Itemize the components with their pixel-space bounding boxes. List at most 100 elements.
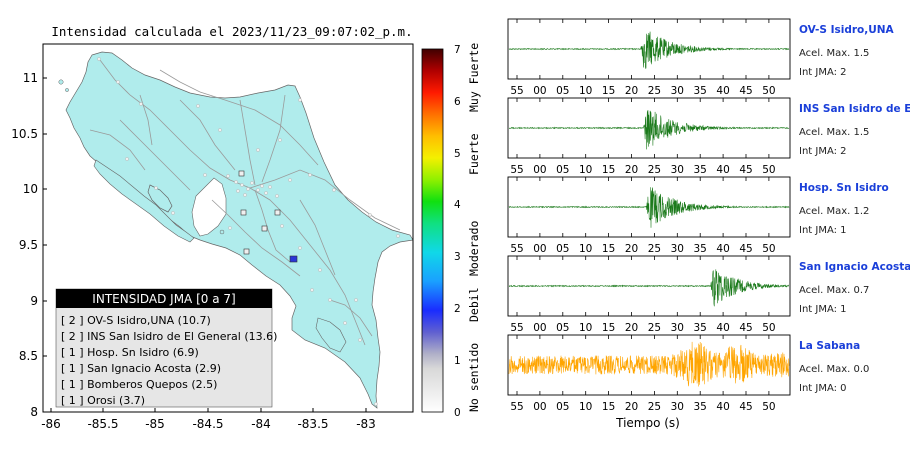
time-tick-label: 55 bbox=[510, 243, 523, 255]
seismogram-1: 55 00 05 10 15 20 25 30 35 40 45 50 INS San Isidro d… bbox=[507, 97, 910, 176]
colorbar-ticks: 0 1 2 3 4 5 6 7 bbox=[454, 44, 461, 419]
colorbar-gradient bbox=[421, 48, 444, 413]
time-tick-label: 35 bbox=[694, 85, 707, 97]
time-tick-label: 40 bbox=[716, 401, 729, 413]
time-tick-label: 20 bbox=[625, 322, 638, 334]
road-network bbox=[89, 59, 401, 346]
time-tick-label: 50 bbox=[762, 243, 775, 255]
marker-intensity-1[interactable] bbox=[243, 248, 250, 255]
time-tick-label: 40 bbox=[716, 85, 729, 97]
seismogram-0: 55 00 05 10 15 20 25 30 35 40 45 50 OV-S Isidro,UNA A… bbox=[507, 18, 895, 97]
station-peak-accel: Acel. Max. 1.2 bbox=[799, 206, 869, 217]
marker-intensity-1[interactable] bbox=[240, 209, 247, 216]
map-frame bbox=[42, 43, 414, 413]
colorbar-tick: 5 bbox=[454, 148, 461, 160]
svg-text:11: 11 bbox=[23, 71, 38, 85]
colorbar-tick: 0 bbox=[454, 407, 461, 419]
time-tick-label: 40 bbox=[716, 322, 729, 334]
station-name: OV-S Isidro,UNA bbox=[799, 24, 895, 36]
svg-text:-84.5: -84.5 bbox=[192, 417, 223, 431]
intensity-colorbar: 0 1 2 3 4 5 6 7 No sentido Debil Moderad… bbox=[421, 43, 481, 419]
category-no-sentido: No sentido bbox=[467, 343, 481, 412]
marker-intensity-1[interactable] bbox=[261, 225, 268, 232]
lat-tick: 11 bbox=[23, 71, 47, 85]
time-tick-label: 55 bbox=[510, 85, 523, 97]
seismogram-2: 55 00 05 10 15 20 25 30 35 40 45 50 Hosp. Sn Isidro A… bbox=[507, 176, 889, 255]
lon-tick: -86 bbox=[41, 408, 61, 431]
lat-tick: 9 bbox=[30, 294, 47, 308]
map-panel: 8 8.5 9 9.5 10 10.5 11 -86 -85.5 -85 -84… bbox=[11, 43, 414, 431]
lat-tick: 9.5 bbox=[19, 238, 47, 252]
time-tick-label: 00 bbox=[533, 164, 546, 176]
station-peak-accel: Acel. Max. 1.5 bbox=[799, 48, 869, 59]
station-name: Hosp. Sn Isidro bbox=[799, 182, 889, 194]
svg-text:9.5: 9.5 bbox=[19, 238, 38, 252]
colorbar-tick: 4 bbox=[454, 199, 461, 211]
time-tick-label: 35 bbox=[694, 164, 707, 176]
svg-text:-85: -85 bbox=[145, 417, 165, 431]
station-jma: Int JMA: 1 bbox=[799, 225, 847, 236]
colorbar-tick: 1 bbox=[454, 355, 461, 367]
time-tick-label: 00 bbox=[533, 322, 546, 334]
colorbar-tick: 2 bbox=[454, 303, 461, 315]
time-tick-label: 45 bbox=[739, 322, 752, 334]
time-tick-label: 30 bbox=[671, 243, 684, 255]
waveform-trace bbox=[509, 109, 790, 150]
time-tick-label: 40 bbox=[716, 164, 729, 176]
svg-text:-86: -86 bbox=[41, 417, 61, 431]
time-tick-label: 50 bbox=[762, 401, 775, 413]
legend-title-bar bbox=[56, 289, 272, 308]
time-tick-label: 45 bbox=[739, 243, 752, 255]
lon-tick: -84 bbox=[251, 408, 271, 431]
time-tick-label: 25 bbox=[648, 164, 661, 176]
legend-entry: [ 2 ] INS San Isidro de El General (13.6… bbox=[61, 330, 277, 343]
time-tick-label: 30 bbox=[671, 164, 684, 176]
legend-entry: [ 1 ] Hosp. Sn Isidro (6.9) bbox=[61, 346, 199, 359]
time-axis-label: Tiempo (s) bbox=[615, 416, 680, 430]
lat-tick: 10.5 bbox=[11, 127, 47, 141]
time-tick-label: 00 bbox=[533, 85, 546, 97]
station-jma: Int JMA: 1 bbox=[799, 304, 847, 315]
osa-peninsula bbox=[315, 317, 347, 353]
waveform-trace bbox=[508, 341, 790, 387]
marker-intensity-2[interactable] bbox=[289, 255, 298, 263]
time-tick-label: 10 bbox=[579, 164, 592, 176]
svg-text:8: 8 bbox=[30, 405, 38, 419]
waveform-trace bbox=[509, 269, 789, 307]
station-name: San Ignacio Acosta bbox=[799, 261, 910, 273]
station-dots bbox=[97, 57, 400, 406]
time-tick-label: 25 bbox=[648, 243, 661, 255]
seismogram-4: 55 00 05 10 15 20 25 30 35 40 45 50 La Sabana Acel. M… bbox=[507, 334, 869, 413]
station-peak-accel: Acel. Max. 1.5 bbox=[799, 127, 869, 138]
station-peak-accel: Acel. Max. 0.7 bbox=[799, 285, 869, 296]
time-tick-label: 25 bbox=[648, 401, 661, 413]
marker-intensity-1[interactable] bbox=[238, 170, 245, 177]
legend-background bbox=[55, 288, 273, 408]
category-debil: Debil bbox=[467, 287, 481, 322]
station-name: INS San Isidro de El Ge bbox=[799, 103, 910, 115]
lon-tick: -84.5 bbox=[192, 408, 224, 431]
time-tick-label: 25 bbox=[648, 85, 661, 97]
svg-text:-85.5: -85.5 bbox=[87, 417, 118, 431]
station-name: La Sabana bbox=[799, 340, 860, 352]
marker-intensity-1[interactable] bbox=[274, 209, 281, 216]
legend-entry: [ 1 ] Bomberos Quepos (2.5) bbox=[61, 378, 217, 391]
lon-tick: -83 bbox=[356, 408, 376, 431]
time-tick-label: 20 bbox=[625, 401, 638, 413]
svg-text:10: 10 bbox=[23, 182, 38, 196]
colorbar-category-labels: No sentido Debil Moderado Fuerte Muy Fue… bbox=[467, 43, 481, 412]
time-tick-label: 10 bbox=[579, 243, 592, 255]
lat-tick: 8 bbox=[30, 405, 47, 419]
time-tick-label: 55 bbox=[510, 164, 523, 176]
svg-text:10.5: 10.5 bbox=[11, 127, 38, 141]
lat-tick: 10 bbox=[23, 182, 47, 196]
station-jma: Int JMA: 2 bbox=[799, 67, 847, 78]
lon-tick: -85.5 bbox=[87, 408, 119, 431]
lon-tick: -85 bbox=[145, 408, 165, 431]
time-tick-label: 15 bbox=[602, 85, 615, 97]
time-tick-label: 15 bbox=[602, 164, 615, 176]
category-moderado: Moderado bbox=[467, 221, 481, 276]
lat-axis: 8 8.5 9 9.5 10 10.5 11 bbox=[11, 71, 47, 419]
time-tick-label: 35 bbox=[694, 243, 707, 255]
